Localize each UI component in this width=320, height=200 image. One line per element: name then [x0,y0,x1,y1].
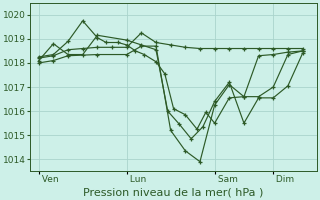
X-axis label: Pression niveau de la mer( hPa ): Pression niveau de la mer( hPa ) [84,187,264,197]
